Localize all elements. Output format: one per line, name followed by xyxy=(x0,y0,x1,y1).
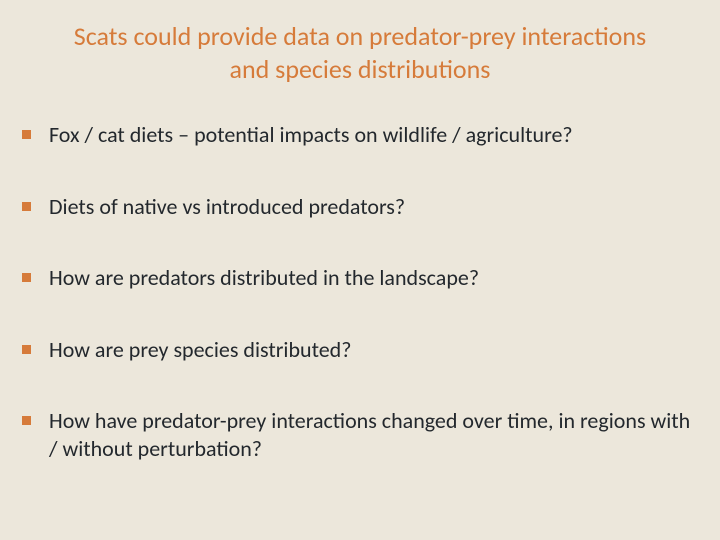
bullet-text: How are prey species distributed? xyxy=(49,336,351,364)
bullet-text: Fox / cat diets – potential impacts on w… xyxy=(49,121,573,149)
bullet-text: How are predators distributed in the lan… xyxy=(49,264,479,292)
bullet-icon xyxy=(22,202,31,211)
bullet-list: Fox / cat diets – potential impacts on w… xyxy=(22,121,698,462)
bullet-icon xyxy=(22,273,31,282)
bullet-icon xyxy=(22,130,31,139)
list-item: How are predators distributed in the lan… xyxy=(22,264,698,292)
bullet-icon xyxy=(22,345,31,354)
slide-title-block: Scats could provide data on predator-pre… xyxy=(22,20,698,85)
list-item: How are prey species distributed? xyxy=(22,336,698,364)
list-item: Fox / cat diets – potential impacts on w… xyxy=(22,121,698,149)
bullet-text: How have predator-prey interactions chan… xyxy=(49,407,698,462)
list-item: How have predator-prey interactions chan… xyxy=(22,407,698,462)
list-item: Diets of native vs introduced predators? xyxy=(22,193,698,221)
bullet-text: Diets of native vs introduced predators? xyxy=(49,193,405,221)
bullet-icon xyxy=(22,416,31,425)
slide-title: Scats could provide data on predator-pre… xyxy=(62,20,658,85)
